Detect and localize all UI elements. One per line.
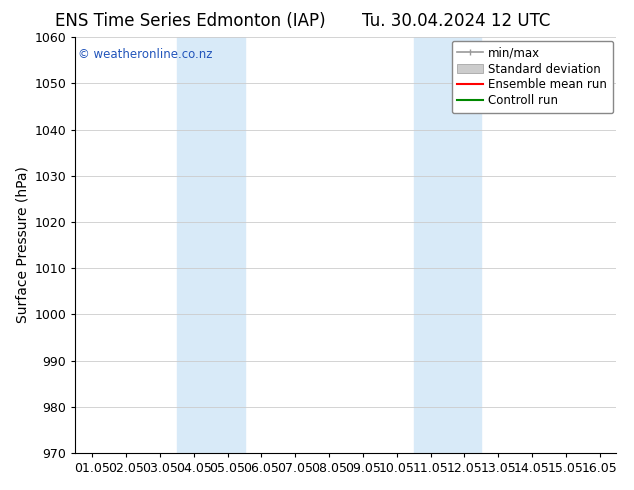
Y-axis label: Surface Pressure (hPa): Surface Pressure (hPa) <box>15 167 29 323</box>
Bar <box>177 37 245 453</box>
Legend: min/max, Standard deviation, Ensemble mean run, Controll run: min/max, Standard deviation, Ensemble me… <box>451 41 613 113</box>
Text: © weatheronline.co.nz: © weatheronline.co.nz <box>78 48 212 61</box>
Text: ENS Time Series Edmonton (IAP): ENS Time Series Edmonton (IAP) <box>55 12 325 30</box>
Text: Tu. 30.04.2024 12 UTC: Tu. 30.04.2024 12 UTC <box>362 12 551 30</box>
Bar <box>413 37 481 453</box>
